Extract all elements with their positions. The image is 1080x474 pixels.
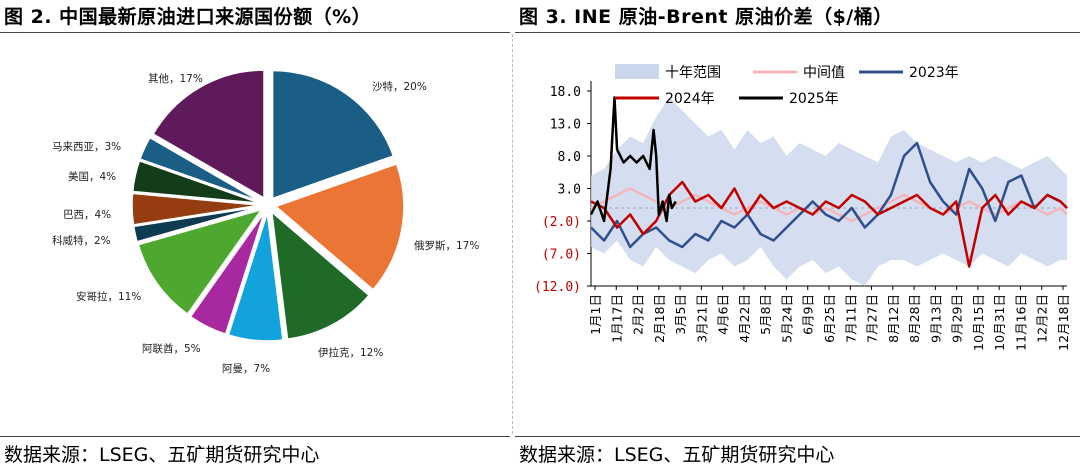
pie-slice-6	[132, 205, 261, 243]
y-tick-label: 3.0	[558, 183, 581, 198]
pie-slice-7	[131, 192, 261, 226]
pie-slice-1	[274, 162, 405, 291]
x-tick-label: 1月17日	[609, 294, 624, 343]
pie-slice-3	[227, 212, 284, 342]
x-tick-label: 1月1日	[588, 294, 603, 335]
legend-label: 十年范围	[665, 64, 721, 81]
y-tick-label: 8.0	[558, 150, 581, 165]
x-tick-label: 5月8日	[758, 294, 773, 335]
pie-slice-4	[189, 211, 266, 336]
y-tick-label: (12.0)	[534, 280, 581, 295]
pie-chart-title: 图 2. 中国最新原油进口来源国份额（%）	[4, 6, 372, 28]
x-tick-label: 2月2日	[631, 294, 646, 335]
pie-slice-9	[139, 136, 262, 203]
x-tick-label: 6月9日	[801, 294, 816, 335]
x-tick-label: 4月22日	[737, 294, 752, 343]
series-line-2	[590, 141, 1068, 249]
x-tick-label: 12月2日	[1035, 294, 1050, 343]
line-chart: 18.0 13.0 8.0 3.0 (2.0) (7.0) (12.0) 1月1日 1月17日 2…	[534, 64, 1071, 351]
y-tick-label: 13.0	[550, 118, 581, 133]
legend-label: 2025年	[789, 91, 839, 107]
pie-label-3: 阿曼，7%	[222, 363, 270, 375]
x-tick-label: 12月18日	[1056, 294, 1071, 351]
line-chart-title: 图 3. INE 原油-Brent 原油价差（$/桶）	[519, 6, 893, 28]
x-tick-label: 5月24日	[779, 294, 794, 343]
series-line-3	[590, 180, 1068, 268]
pie-chart: 沙特，20% 俄罗斯，17% 伊拉克，12% 阿曼，7% 阿联酋，5% 安哥拉，11% 科威…	[52, 69, 479, 375]
bottom-separator	[0, 436, 510, 437]
pie-label-6: 科威特，2%	[52, 234, 111, 247]
x-tick-label: 7月11日	[843, 294, 858, 343]
pie-slice-2	[270, 210, 371, 340]
x-tick-label: 9月13日	[928, 294, 943, 343]
pie-slice-10	[152, 69, 265, 200]
pie-label-7: 巴西，4%	[63, 209, 111, 221]
pie-label-8: 美国，4%	[68, 170, 116, 183]
pie-slice-5	[137, 208, 264, 316]
bottom-separator	[515, 436, 1080, 437]
x-tick-label: 7月27日	[865, 294, 880, 343]
panel-divider	[512, 34, 513, 434]
line-chart-panel: 图 3. INE 原油-Brent 原油价差（$/桶） 18.0 13.0 8.0 3…	[515, 0, 1080, 474]
pie-chart-panel: 图 2. 中国最新原油进口来源国份额（%） 沙特，20% 俄罗斯，17% 伊拉克，1…	[0, 0, 510, 474]
y-tick-label: (7.0)	[542, 248, 581, 263]
x-tick-label: 8月12日	[886, 294, 901, 343]
series-band-ten-year-range	[591, 97, 1067, 286]
y-tick-label: (2.0)	[542, 215, 581, 230]
pie-slice-0	[271, 69, 395, 200]
top-separator	[0, 32, 510, 33]
x-tick-label: 10月31日	[992, 294, 1007, 351]
x-tick-label: 6月25日	[822, 294, 837, 343]
pie-label-10: 其他，17%	[148, 72, 203, 85]
x-tick-label: 11月16日	[1013, 294, 1028, 351]
x-tick-label: 4月6日	[716, 294, 731, 335]
pie-label-0: 沙特，20%	[372, 81, 427, 93]
x-tick-label: 2月18日	[652, 294, 667, 343]
x-tick-label: 3月21日	[694, 294, 709, 343]
x-tick-label: 3月5日	[673, 294, 688, 335]
x-tick-label: 8月28日	[907, 294, 922, 343]
legend-swatch-band	[615, 64, 659, 79]
x-tick-label: 10月15日	[971, 294, 986, 351]
legend-label: 2023年	[909, 65, 959, 81]
pie-slice-8	[131, 159, 261, 205]
pie-source-note: 数据来源：LSEG、五矿期货研究中心	[4, 444, 320, 466]
y-tick-label: 18.0	[550, 85, 581, 100]
pie-label-4: 阿联酋，5%	[142, 342, 201, 355]
line-source-note: 数据来源：LSEG、五矿期货研究中心	[519, 444, 835, 466]
legend-label: 2024年	[665, 91, 715, 107]
top-separator	[515, 32, 1080, 33]
series-line-4	[589, 96, 677, 223]
x-tick-label: 9月29日	[950, 294, 965, 343]
pie-label-2: 伊拉克，12%	[318, 346, 383, 359]
pie-label-9: 马来西亚，3%	[52, 141, 121, 153]
pie-label-5: 安哥拉，11%	[76, 290, 141, 303]
pie-label-1: 俄罗斯，17%	[414, 239, 479, 252]
legend-label: 中间值	[803, 65, 845, 81]
